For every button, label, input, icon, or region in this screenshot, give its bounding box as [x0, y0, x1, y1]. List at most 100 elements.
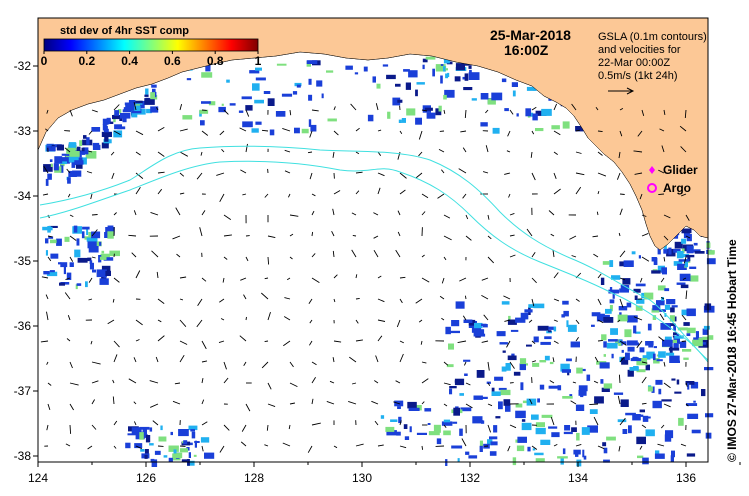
sst-patch [408, 70, 418, 78]
sst-patch [422, 58, 428, 63]
velocity-arrow [657, 443, 665, 447]
sst-patch [140, 449, 145, 452]
sst-patch [158, 436, 167, 442]
sst-patch [495, 416, 501, 419]
velocity-arrow [616, 172, 621, 180]
velocity-arrow [373, 212, 379, 216]
velocity-arrow [462, 147, 467, 153]
sst-patch [617, 419, 627, 423]
sst-patch [689, 275, 699, 282]
velocity-arrow [86, 171, 93, 174]
sst-patch [163, 455, 168, 458]
sst-patch [145, 435, 151, 443]
velocity-arrow [355, 319, 359, 324]
x-tick-label: 132 [460, 471, 480, 485]
sst-patch [416, 82, 425, 85]
sst-patch [670, 307, 675, 313]
sst-patch [693, 337, 703, 341]
velocity-arrow [222, 277, 225, 283]
sst-patch [671, 450, 675, 458]
sst-patch [308, 94, 313, 101]
colorbar-tick-label: 0.2 [78, 54, 95, 68]
sst-patch [435, 108, 442, 116]
sst-patch [522, 400, 530, 404]
velocity-arrow [216, 172, 225, 176]
sst-patch [504, 108, 509, 112]
sst-patch [45, 250, 48, 256]
sst-patch [142, 429, 147, 438]
velocity-arrow [45, 294, 49, 300]
sst-patch [622, 278, 631, 285]
sst-patch [600, 379, 604, 384]
velocity-arrow [174, 382, 181, 385]
sst-patch [707, 335, 714, 340]
sst-patch [241, 96, 252, 100]
sst-patch [634, 295, 638, 300]
velocity-arrow [443, 109, 446, 114]
sst-patch [537, 325, 549, 331]
velocity-arrow [112, 379, 115, 384]
sst-patch [479, 440, 483, 447]
sst-patch [646, 351, 655, 359]
sst-patch [707, 250, 715, 254]
sst-patch [68, 155, 79, 163]
colorbar-tick-label: 1 [255, 54, 262, 68]
velocity-arrow [352, 234, 357, 237]
x-axis: 124 126 128 130 132 134 136 [28, 462, 741, 485]
sst-patch [114, 110, 119, 116]
sst-patch [619, 288, 629, 293]
velocity-arrow [418, 151, 423, 157]
sst-patch [686, 245, 694, 254]
sst-patch [623, 260, 634, 267]
sst-patch [620, 285, 630, 291]
velocity-arrow [201, 421, 208, 426]
velocity-arrow [509, 254, 516, 258]
sst-patch [582, 449, 585, 458]
sst-patch [683, 357, 689, 360]
velocity-arrow [531, 172, 536, 181]
velocity-arrow [575, 336, 579, 342]
velocity-arrow [179, 128, 188, 132]
sst-patch [178, 429, 189, 437]
sst-patch [609, 305, 613, 312]
sst-patch [372, 76, 376, 83]
velocity-arrow [641, 214, 647, 217]
velocity-arrow [91, 399, 95, 405]
velocity-arrow [531, 340, 536, 345]
sst-patch [398, 416, 402, 424]
sst-patch [403, 424, 408, 429]
sst-patch [385, 426, 395, 432]
sst-patch [591, 324, 595, 327]
sst-patch [681, 228, 692, 234]
sst-patch [263, 91, 271, 94]
velocity-arrow [659, 128, 665, 132]
velocity-arrow [438, 149, 445, 153]
sst-patch [107, 231, 114, 239]
velocity-arrow [47, 403, 51, 411]
velocity-arrow [219, 445, 225, 453]
sst-patch [537, 398, 540, 403]
sst-patch [660, 323, 671, 330]
velocity-arrow [261, 361, 269, 369]
sst-patch [269, 129, 275, 136]
sst-patch [693, 242, 698, 246]
sst-patch [662, 339, 673, 347]
velocity-arrow [617, 395, 621, 405]
sst-patch [98, 255, 102, 263]
velocity-arrow [219, 193, 225, 203]
velocity-arrow [597, 273, 602, 279]
colorbar-label: std dev of 4hr SST comp [60, 25, 189, 37]
sst-patch [382, 64, 389, 67]
sst-patch [566, 358, 572, 362]
sst-patch [416, 432, 427, 435]
velocity-arrow [487, 214, 490, 220]
sst-patch [553, 326, 557, 332]
velocity-arrow [504, 172, 511, 175]
sst-patch [54, 156, 63, 164]
velocity-arrow [157, 335, 165, 342]
velocity-arrow [113, 277, 120, 283]
sst-patch [407, 401, 417, 409]
sst-patch [61, 153, 73, 156]
y-axis: -32 -33 -34 -35 -36 -37 -38 [14, 59, 38, 463]
